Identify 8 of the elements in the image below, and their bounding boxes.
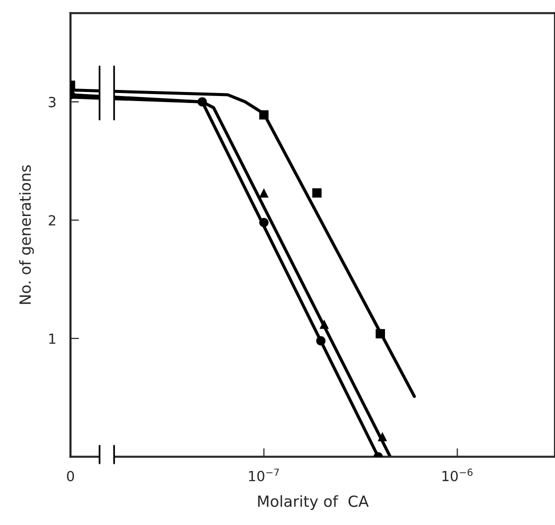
y-tick-label: 2 [48,215,56,226]
x-tick-label: 10$^{−7}$ [249,468,279,482]
x-tick-label: 10$^{−6}$ [442,468,473,482]
x-axis-title: Molarity of CA [258,495,369,510]
x-tick-label: 0 [66,470,74,482]
y-tick-label: 3 [48,96,56,108]
y-tick-label: 1 [49,334,56,344]
y-axis-title: No. of generations [19,165,34,304]
